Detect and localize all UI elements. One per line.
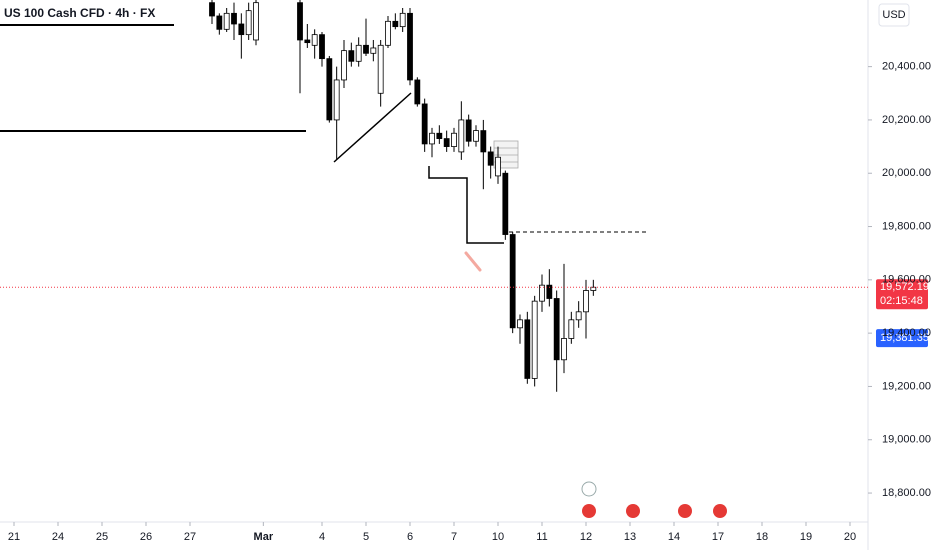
candle-body — [348, 50, 355, 62]
y-tick-label: 18,800.00 — [882, 487, 931, 499]
candle-body — [326, 58, 333, 121]
x-tick-label: 14 — [668, 531, 680, 543]
candle-body — [370, 47, 377, 54]
candle-body — [238, 23, 245, 36]
candle-body — [245, 10, 252, 36]
trend-line — [333, 92, 412, 163]
candle-body — [553, 298, 560, 361]
candle-body — [465, 119, 472, 142]
candle-body — [458, 119, 465, 153]
candle-body — [377, 44, 384, 94]
candle-body — [223, 12, 230, 30]
x-tick-label: 4 — [319, 531, 325, 543]
x-tick-label: 18 — [756, 531, 768, 543]
x-tick-label: 6 — [407, 531, 413, 543]
candle-body — [451, 132, 457, 147]
event-icon[interactable] — [713, 504, 727, 518]
x-tick-label: 26 — [140, 531, 152, 543]
candle-body — [539, 284, 545, 302]
candle-body — [495, 156, 501, 177]
currency[interactable]: USD — [882, 9, 905, 21]
overlay: 19,572.19 02:15:48 19,381.35 — [0, 279, 929, 348]
candle-body — [231, 12, 237, 25]
candle-body — [568, 319, 575, 339]
candle-body — [561, 338, 567, 361]
x-tick-label: 27 — [184, 531, 196, 543]
event-icon[interactable] — [626, 504, 640, 518]
candle-body — [385, 20, 391, 46]
candle-body — [209, 2, 215, 17]
candle-body — [253, 2, 259, 41]
y-tick-label: 20,400.00 — [882, 61, 931, 73]
x-tick-label: 24 — [52, 531, 64, 543]
candle-body — [341, 50, 347, 81]
x-tick-label: 21 — [8, 531, 20, 543]
countdown: 02:15:48 — [880, 295, 923, 307]
candle-body — [304, 39, 311, 44]
candle-body — [473, 130, 479, 142]
candles — [209, 0, 597, 392]
last-price-tag — [876, 279, 928, 310]
candle-body — [487, 151, 494, 166]
currency-button[interactable] — [878, 3, 910, 27]
y-tick-label: 20,000.00 — [882, 167, 931, 179]
candle-body — [311, 34, 318, 46]
last-price-label: 19,572.19 — [880, 281, 929, 293]
candle-body — [517, 319, 523, 329]
candle-body — [399, 12, 406, 28]
x-tick-label: 5 — [363, 531, 369, 543]
y-tick-label: 19,600.00 — [882, 274, 931, 286]
candle-body — [363, 44, 369, 54]
marker-price-tag — [876, 329, 928, 348]
x-tick-label: 13 — [624, 531, 636, 543]
candle-body — [297, 2, 303, 41]
y-tick-label: 19,800.00 — [882, 220, 931, 232]
y-tick-label: 20,200.00 — [882, 114, 931, 126]
candle-body — [216, 15, 223, 30]
y-tick-label: 19,000.00 — [882, 434, 931, 446]
candle-body — [355, 44, 362, 62]
candle-body — [333, 79, 340, 121]
candle-body — [583, 290, 589, 313]
x-tick-label: 20 — [844, 531, 856, 543]
x-tick-label: 17 — [712, 531, 724, 543]
candle-body — [319, 34, 325, 60]
candle-body — [414, 79, 421, 105]
x-tick-label: 7 — [451, 531, 457, 543]
y-tick-label: 19,400.00 — [882, 327, 931, 339]
candle-body — [531, 300, 538, 379]
candle-body — [429, 132, 435, 145]
chart-title: US 100 Cash CFD · 4h · FX — [4, 6, 155, 20]
events — [581, 481, 727, 518]
candle-body — [407, 12, 413, 81]
event-icon[interactable] — [581, 481, 597, 497]
x-tick-label: 12 — [580, 531, 592, 543]
x-tick-label: Mar — [254, 531, 274, 543]
candle-body — [575, 311, 582, 321]
path-drawing — [428, 166, 504, 244]
candle-body — [509, 234, 516, 329]
x-tick-label: 19 — [800, 531, 812, 543]
x-tick-label: 11 — [536, 531, 547, 543]
marker-price-label: 19,381.35 — [880, 332, 929, 344]
bone-icon — [464, 251, 482, 272]
x-tick-label: 10 — [492, 531, 504, 543]
candle-body — [502, 172, 509, 235]
candle-body — [590, 286, 597, 291]
candle-body — [443, 138, 450, 147]
candle-body — [524, 319, 531, 379]
event-icon[interactable] — [582, 504, 596, 518]
x-tick-label: 25 — [96, 531, 108, 543]
event-icon[interactable] — [678, 504, 692, 518]
candle-body — [480, 130, 487, 153]
candle-body — [392, 20, 399, 28]
y-tick-label: 19,200.00 — [882, 380, 931, 392]
candle-body — [421, 103, 428, 145]
candle-body — [546, 284, 553, 299]
candle-body — [436, 132, 443, 139]
